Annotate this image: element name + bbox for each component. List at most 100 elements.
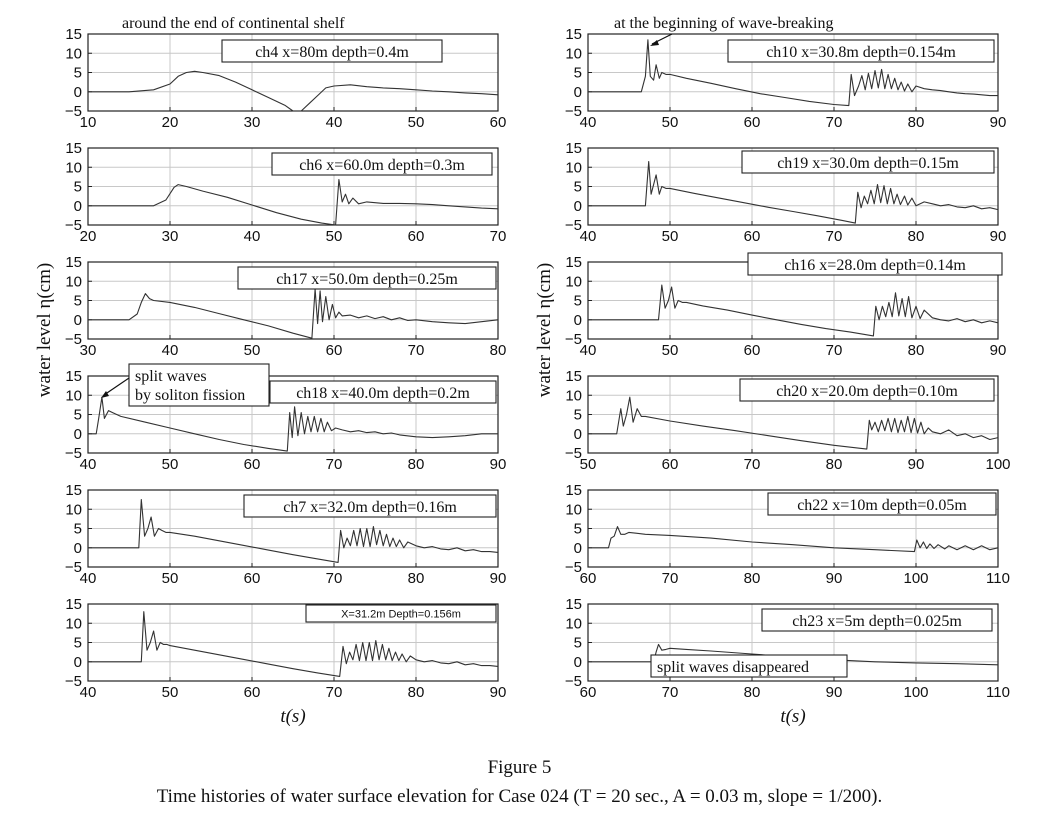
y-tick-label: 15 — [65, 596, 82, 613]
chart-panel: 40 50 60 70 80 90 −5 0 5 10 15 ch19 x=30.0m depth=0… — [565, 140, 1006, 245]
panel-label-box — [237, 266, 497, 290]
y-tick-label: 5 — [74, 521, 82, 538]
y-tick-label: −5 — [565, 217, 582, 234]
x-tick-label: 50 — [662, 114, 679, 131]
series-line — [588, 160, 999, 224]
y-tick-label: 0 — [574, 426, 582, 443]
y-tick-label: 5 — [74, 65, 82, 82]
y-tick-label: −5 — [565, 331, 582, 348]
panel-label: ch7 x=32.0m depth=0.16m — [283, 499, 457, 516]
chart-panel: 40 50 60 70 80 90 −5 0 5 10 15 ch10 x=30.8m depth=0… — [565, 26, 1006, 131]
x-tick-label: 70 — [326, 456, 343, 473]
x-tick-label: 70 — [826, 114, 843, 131]
x-tick-label: 60 — [580, 684, 597, 701]
column-title-right: at the beginning of wave-breaking — [614, 15, 833, 32]
panel-label: ch22 x=10m depth=0.05m — [797, 497, 967, 514]
x-tick-label: 60 — [662, 456, 679, 473]
y-tick-label: 0 — [574, 540, 582, 557]
x-tick-label: 50 — [326, 228, 343, 245]
x-tick-label: 60 — [326, 342, 343, 359]
x-tick-label: 70 — [662, 570, 679, 587]
chart-panel: 40 50 60 70 80 90 −5 0 5 10 15 ch16 x=28.0m depth=0… — [565, 252, 1006, 359]
column-title-left: around the end of continental shelf — [122, 15, 345, 32]
x-tick-label: 80 — [408, 456, 425, 473]
x-tick-label: 60 — [408, 228, 425, 245]
x-tick-label: 50 — [408, 114, 425, 131]
x-tick-label: 60 — [244, 570, 261, 587]
y-tick-label: −5 — [565, 103, 582, 120]
y-tick-label: −5 — [565, 673, 582, 690]
y-tick-label: 10 — [65, 273, 82, 290]
y-tick-label: −5 — [565, 559, 582, 576]
x-tick-label: 30 — [80, 342, 97, 359]
y-tick-label: 10 — [65, 387, 82, 404]
chart-panel: 60 70 80 90 100 110 −5 0 5 10 15 ch22 x=10m depth=0… — [565, 482, 1010, 587]
x-tick-label: 110 — [986, 684, 1010, 701]
y-tick-label: −5 — [65, 217, 82, 234]
y-tick-label: 10 — [565, 45, 582, 62]
panel-label-box — [221, 39, 443, 63]
panel-label-box — [767, 492, 997, 516]
panel-label: ch20 x=20.0m depth=0.10m — [776, 383, 958, 400]
panel-label-box — [305, 604, 497, 623]
x-tick-label: 80 — [908, 114, 925, 131]
x-tick-label: 60 — [580, 570, 597, 587]
annotation-arrow-head — [101, 391, 109, 398]
chart-panel: 20 30 40 50 60 70 −5 0 5 10 15 ch6 x=60.0m depth=0.… — [65, 140, 506, 245]
x-tick-label: 90 — [826, 570, 843, 587]
x-tick-label: 40 — [80, 570, 97, 587]
panel-label: ch23 x=5m depth=0.025m — [792, 613, 962, 630]
y-tick-label: 0 — [74, 426, 82, 443]
series-line — [88, 288, 499, 339]
y-tick-label: 15 — [65, 140, 82, 157]
x-tick-label: 80 — [908, 228, 925, 245]
x-tick-label: 90 — [490, 570, 507, 587]
series-line — [88, 179, 499, 226]
x-tick-label: 70 — [826, 228, 843, 245]
x-tick-label: 30 — [244, 114, 261, 131]
y-tick-label: −5 — [65, 673, 82, 690]
panel-label-box — [739, 378, 995, 402]
y-tick-label: −5 — [65, 103, 82, 120]
series-line — [588, 526, 999, 553]
x-tick-label: 90 — [490, 684, 507, 701]
x-tick-label: 70 — [662, 684, 679, 701]
x-tick-label: 40 — [80, 456, 97, 473]
y-tick-label: 0 — [74, 198, 82, 215]
series-line — [588, 396, 999, 450]
x-tick-label: 50 — [662, 342, 679, 359]
x-tick-label: 40 — [580, 342, 597, 359]
x-tick-label: 100 — [903, 684, 928, 701]
chart-panel: 40 50 60 70 80 90 −5 0 5 10 15 X=31.2m Depth=0.156m — [65, 596, 506, 701]
y-tick-label: 0 — [74, 654, 82, 671]
figure-caption-text: Time histories of water surface elevatio… — [156, 786, 883, 807]
x-tick-label: 90 — [826, 684, 843, 701]
y-tick-label: 5 — [574, 293, 582, 310]
y-tick-label: −5 — [65, 445, 82, 462]
y-tick-label: 15 — [565, 254, 582, 271]
x-tick-label: 70 — [490, 228, 507, 245]
panel-label: X=31.2m Depth=0.156m — [341, 609, 461, 621]
panel-label-box — [761, 608, 993, 632]
x-tick-label: 50 — [244, 342, 261, 359]
y-tick-label: 15 — [65, 26, 82, 43]
y-tick-label: 0 — [574, 84, 582, 101]
y-tick-label: 5 — [574, 179, 582, 196]
x-tick-label: 80 — [744, 570, 761, 587]
arrow-head — [650, 40, 659, 46]
x-tick-label: 70 — [326, 570, 343, 587]
y-tick-label: 5 — [74, 407, 82, 424]
series-line — [588, 284, 999, 337]
x-tick-label: 80 — [408, 570, 425, 587]
panel-label: ch6 x=60.0m depth=0.3m — [299, 157, 465, 174]
x-tick-label: 40 — [244, 228, 261, 245]
chart-panel: 50 60 70 80 90 100 −5 0 5 10 15 ch20 x=20.0m depth=… — [565, 368, 1011, 473]
y-tick-label: −5 — [565, 445, 582, 462]
x-tick-label: 70 — [408, 342, 425, 359]
panel-label-box — [269, 380, 497, 404]
panel-label-box — [747, 252, 1003, 276]
y-axis-label: water level η(cm) — [534, 263, 555, 397]
y-tick-label: 15 — [565, 368, 582, 385]
x-tick-label: 80 — [826, 456, 843, 473]
x-tick-label: 100 — [985, 456, 1010, 473]
